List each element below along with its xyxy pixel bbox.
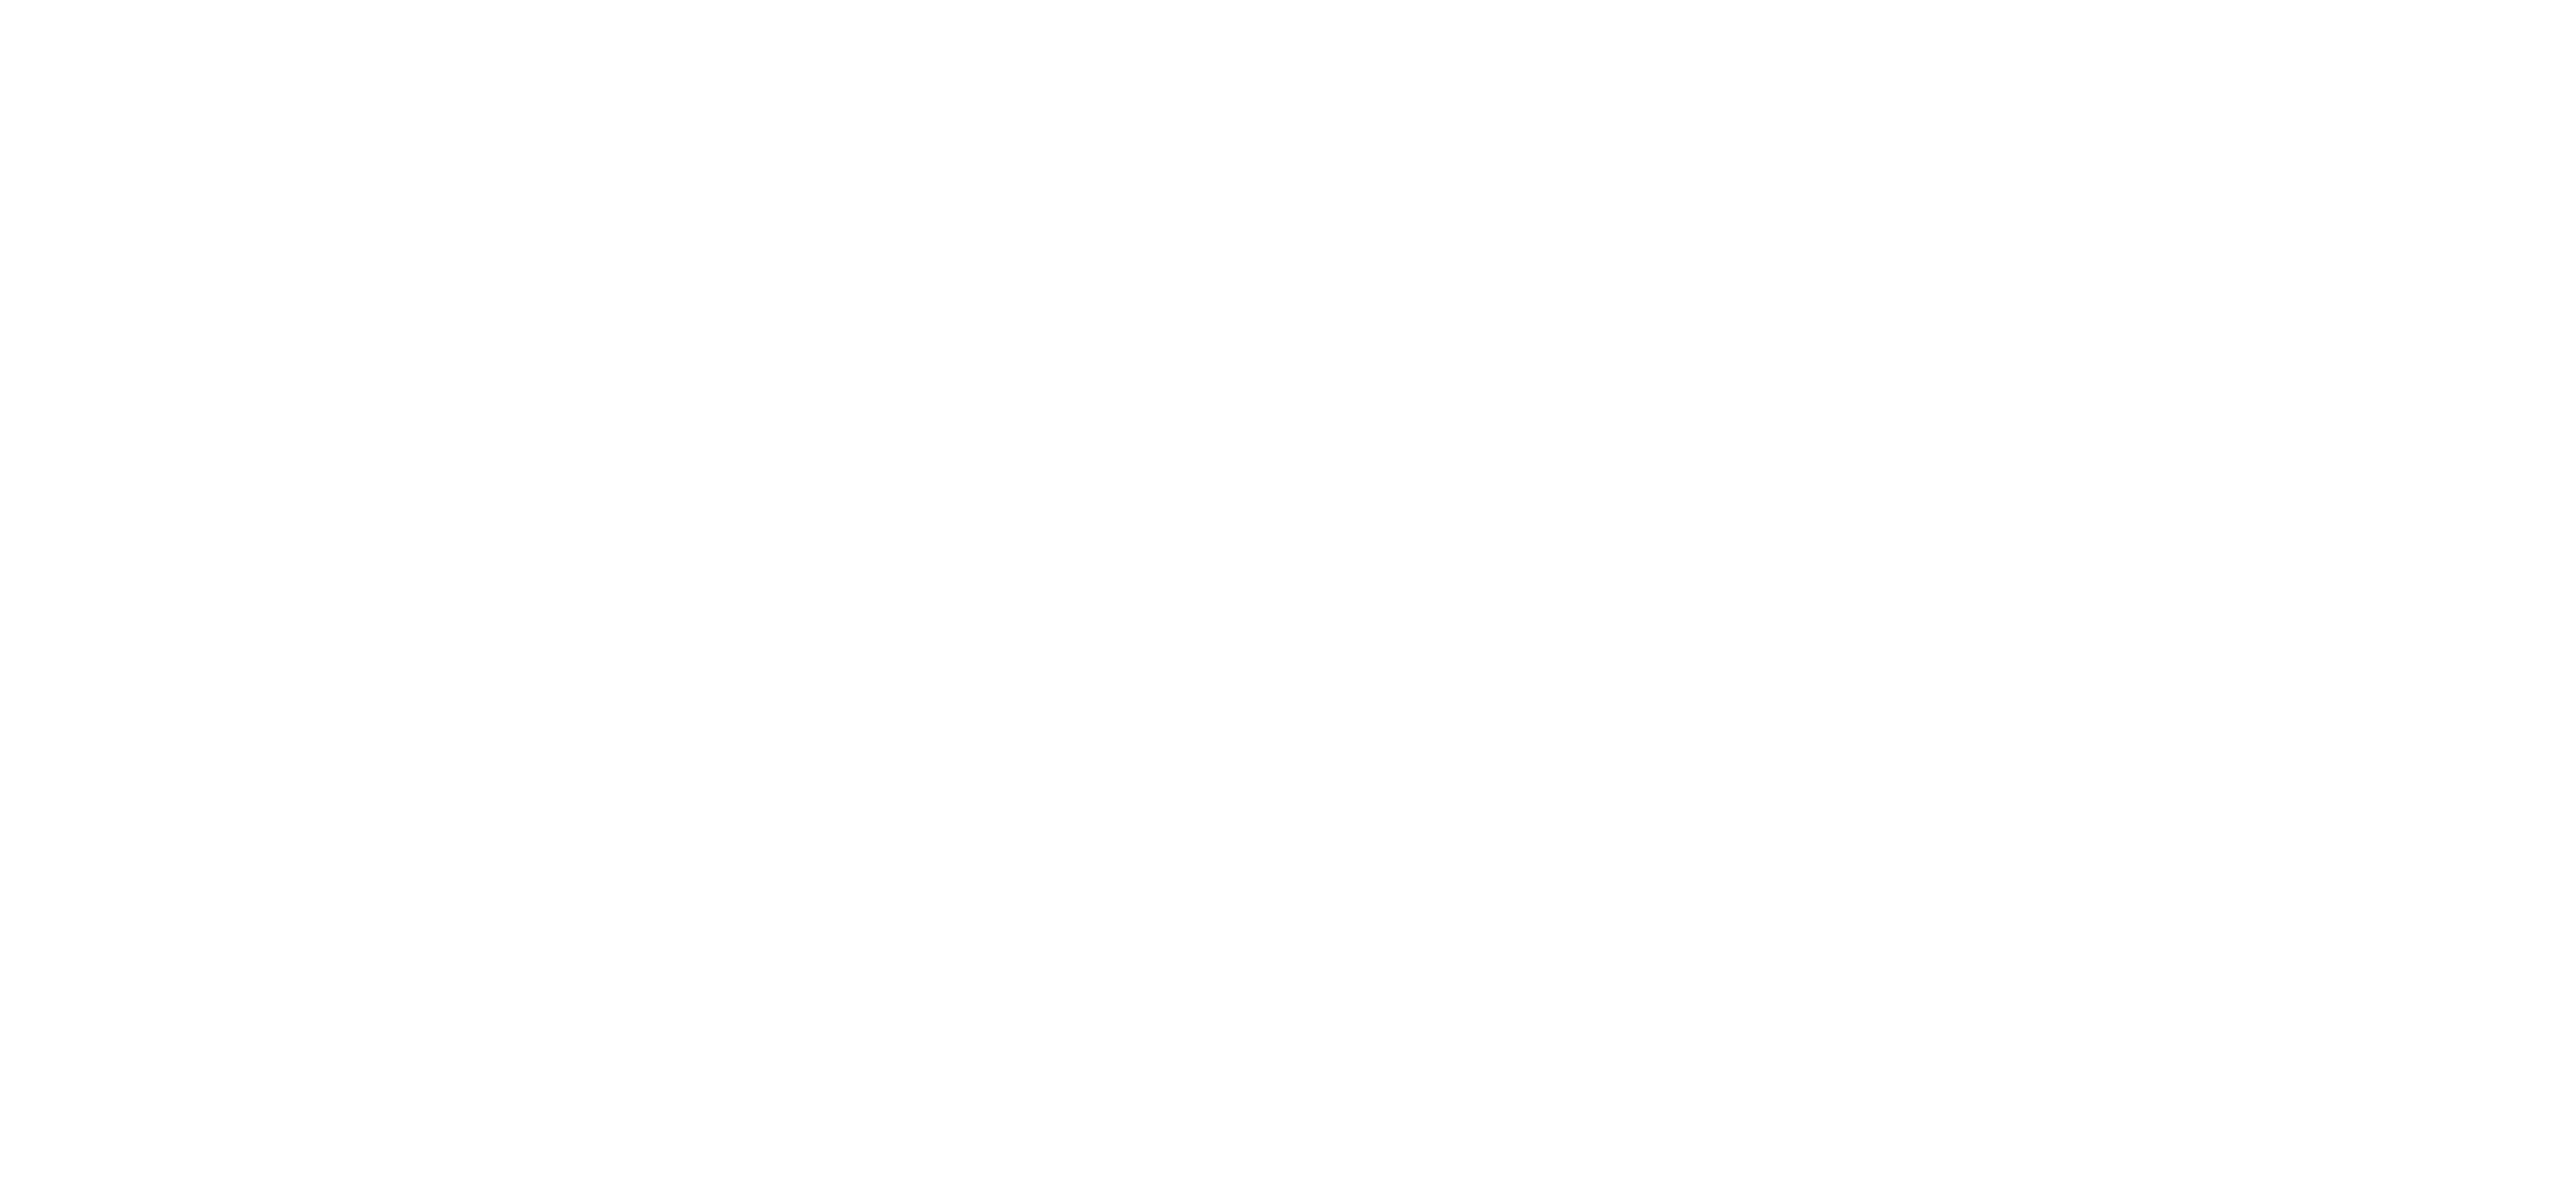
- FancyBboxPatch shape: [0, 0, 778, 1185]
- FancyBboxPatch shape: [0, 0, 778, 1185]
- FancyBboxPatch shape: [0, 0, 778, 1185]
- FancyBboxPatch shape: [0, 0, 778, 1185]
- FancyBboxPatch shape: [0, 0, 778, 1185]
